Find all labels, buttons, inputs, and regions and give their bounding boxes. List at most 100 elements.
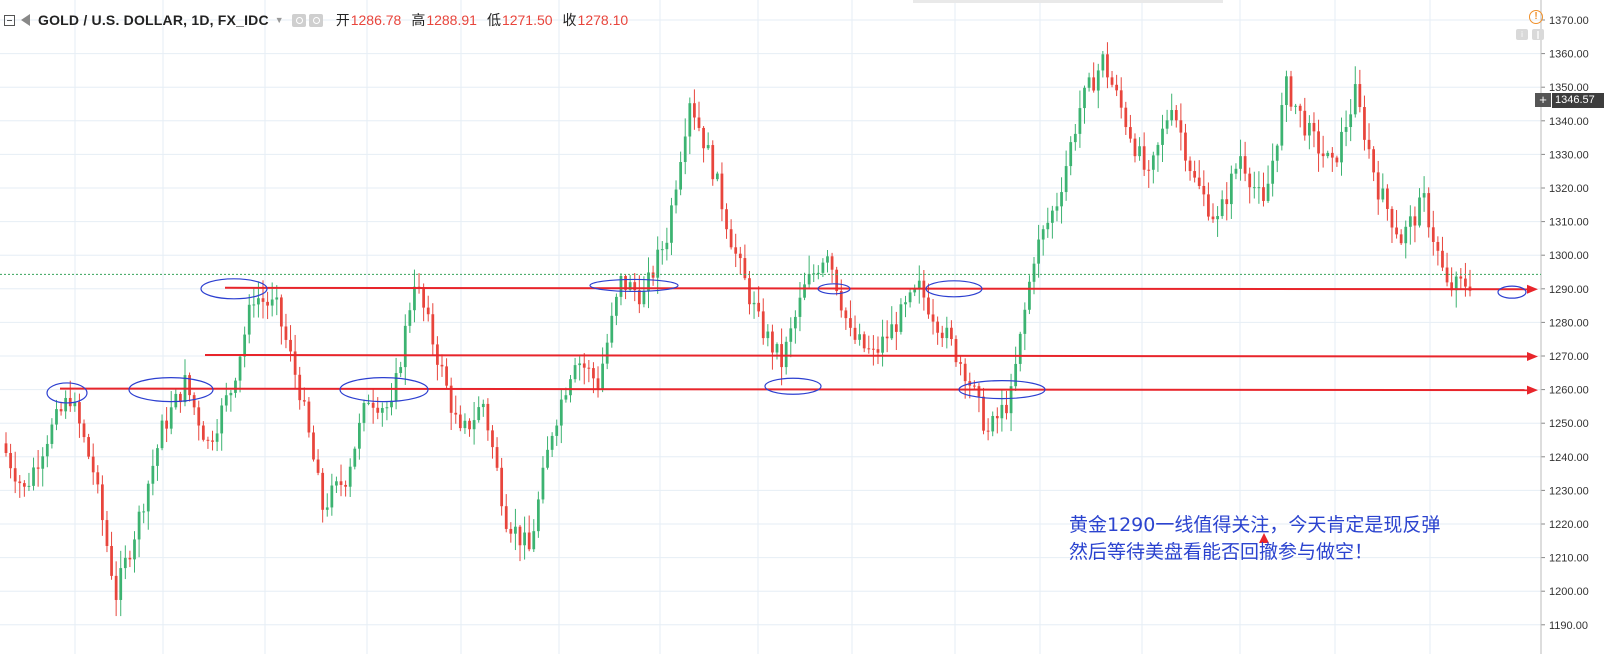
- candle-body: [468, 420, 471, 430]
- candle-body: [1390, 208, 1394, 228]
- candle-body: [105, 520, 109, 546]
- candle-body: [1119, 90, 1123, 108]
- pause-icon[interactable]: ∥: [1532, 29, 1544, 40]
- candle-body: [1404, 226, 1408, 244]
- candle-body: [96, 472, 100, 485]
- candle-body: [1303, 110, 1307, 136]
- candle-body: [555, 425, 559, 436]
- candle-body: [697, 117, 701, 128]
- candle-body: [142, 511, 146, 513]
- candle-body: [748, 278, 751, 305]
- candle-body: [422, 287, 426, 308]
- candle-body: [330, 485, 334, 508]
- candle-body: [1193, 171, 1197, 178]
- candle-body: [881, 336, 884, 353]
- candle-body: [628, 282, 632, 290]
- candle-body: [1239, 156, 1242, 169]
- candle-body: [206, 439, 210, 441]
- collapse-icon[interactable]: [4, 14, 15, 26]
- candle-body: [615, 296, 618, 316]
- candle-body: [266, 301, 269, 306]
- candle-body: [1092, 77, 1096, 91]
- candle-body: [954, 339, 958, 363]
- candle-body: [1161, 128, 1164, 145]
- candle-body: [1436, 241, 1440, 251]
- y-tick-label: 1250.00: [1549, 418, 1589, 430]
- open-value: 1286.78: [350, 12, 402, 28]
- candle-body: [247, 304, 251, 335]
- last-price-tag: 1346.57: [1552, 93, 1604, 108]
- candle-body: [885, 336, 889, 339]
- candle-body: [1376, 172, 1380, 200]
- y-tick-label: 1360.00: [1549, 49, 1589, 61]
- info-icon[interactable]: i: [1516, 29, 1528, 40]
- candle-body: [1317, 131, 1320, 154]
- candle-body: [913, 288, 917, 293]
- candle-body: [927, 297, 930, 315]
- symbol-title[interactable]: GOLD / U.S. DOLLAR, 1D, FX_IDC: [38, 12, 269, 28]
- candle-body: [867, 348, 871, 350]
- candle-body: [1422, 193, 1426, 198]
- candle-body: [1064, 166, 1068, 193]
- candle-body: [279, 297, 283, 327]
- candle-body: [757, 302, 761, 312]
- candle-body: [192, 395, 196, 408]
- candle-body: [1454, 276, 1458, 291]
- candle-body: [1115, 84, 1118, 91]
- candle-body: [816, 272, 820, 274]
- candle-body: [82, 423, 86, 438]
- candle-body: [188, 375, 191, 396]
- candle-body: [945, 327, 949, 339]
- candle-body: [472, 420, 476, 430]
- candle-body: [959, 362, 962, 364]
- candle-body: [1028, 281, 1031, 310]
- candle-body: [940, 332, 944, 339]
- touch-ellipse: [128, 377, 214, 403]
- candle-body: [1298, 105, 1302, 111]
- candle-body: [1046, 222, 1050, 230]
- candle-body: [156, 448, 159, 466]
- candle-body: [835, 269, 839, 292]
- candle-body: [1220, 199, 1224, 217]
- chevron-down-icon[interactable]: ▼: [274, 15, 284, 25]
- candle-body: [1358, 84, 1362, 108]
- candle-body: [1330, 152, 1334, 158]
- candle-body: [1202, 185, 1206, 195]
- candle-body: [495, 447, 499, 468]
- candle-body: [1000, 404, 1004, 419]
- candle-body: [1266, 183, 1270, 201]
- add-alert-button[interactable]: +: [1535, 93, 1551, 107]
- alert-clock-icon[interactable]: !: [1529, 10, 1543, 24]
- level-arrowhead: [1527, 385, 1538, 395]
- eye-icon[interactable]: [291, 13, 306, 27]
- high-label: 高: [411, 12, 426, 28]
- candle-body: [500, 467, 504, 507]
- candle-body: [1124, 107, 1128, 128]
- candle-body: [1055, 206, 1059, 211]
- chart-annotation: 黄金1290一线值得关注，今天肯定是现反弹 然后等待美盘看能否回撤参与做空！: [1069, 512, 1440, 566]
- candle-body: [642, 290, 646, 305]
- gear-icon[interactable]: [308, 13, 323, 27]
- candle-body: [114, 575, 118, 600]
- candle-body: [413, 286, 416, 311]
- candle-body: [238, 356, 242, 381]
- low-value: 1271.50: [501, 12, 553, 28]
- candle-body: [977, 386, 981, 397]
- candle-body: [1367, 139, 1371, 150]
- top-toolbar-strip: [913, 0, 1223, 3]
- candle-body: [1372, 149, 1376, 173]
- candle-body: [41, 456, 45, 469]
- candle-body: [486, 403, 490, 431]
- y-tick-label: 1190.00: [1549, 620, 1588, 632]
- candle-body: [454, 412, 458, 415]
- candle-body: [559, 399, 563, 426]
- candle-body: [1340, 131, 1343, 163]
- candle-body: [18, 481, 22, 484]
- level-line: [224, 286, 1529, 291]
- candle-body: [1408, 216, 1412, 227]
- y-tick-label: 1210.00: [1549, 553, 1589, 565]
- candle-body: [1262, 187, 1265, 201]
- candle-body: [890, 324, 894, 339]
- candle-body: [514, 526, 517, 534]
